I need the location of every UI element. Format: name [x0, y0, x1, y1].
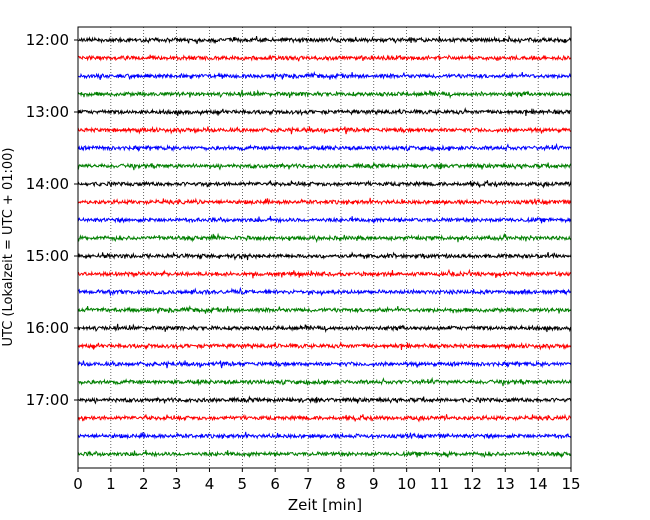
x-tick-label: 1: [106, 475, 116, 493]
trace-1300: [77, 107, 572, 117]
x-tick-label: 6: [270, 475, 280, 493]
trace-1700: [77, 395, 572, 405]
x-tick-label: 2: [139, 475, 149, 493]
y-tick-label: 13:00: [26, 103, 69, 121]
x-tick-label: 13: [496, 475, 515, 493]
trace-1215: [77, 54, 572, 62]
trace-1715: [77, 413, 572, 423]
trace-1515: [77, 268, 572, 279]
trace-1545: [77, 304, 572, 314]
x-tick-label: 8: [336, 475, 346, 493]
trace-1615: [77, 341, 572, 351]
x-tick-label: 15: [561, 475, 580, 493]
x-axis-label: Zeit [min]: [288, 496, 362, 514]
trace-1500: [77, 251, 572, 261]
trace-1245: [77, 89, 572, 99]
x-tick-label: 9: [369, 475, 379, 493]
x-axis-ticks: 0 1 2 3 4 5 6 7 8 9 10 11 12 13 14 15: [73, 468, 581, 493]
x-tick-label: 3: [172, 475, 182, 493]
trace-1415: [77, 197, 572, 206]
x-tick-label: 0: [73, 475, 83, 493]
trace-1600: [77, 323, 572, 333]
plot-area: [78, 27, 571, 468]
y-tick-label: 16:00: [26, 319, 69, 337]
x-tick-label: 12: [463, 475, 482, 493]
trace-1530: [77, 286, 572, 297]
trace-1200: [77, 34, 572, 45]
x-tick-label: 5: [238, 475, 248, 493]
x-tick-label: 14: [529, 475, 548, 493]
trace-1645: [77, 376, 572, 387]
trace-1430: [77, 215, 572, 225]
x-tick-label: 10: [397, 475, 416, 493]
trace-1315: [77, 125, 572, 135]
x-tick-label: 4: [205, 475, 215, 493]
y-tick-label: 17:00: [26, 391, 69, 409]
y-axis-ticks: 12:00 13:00 14:00 15:00 16:00 17:00: [26, 31, 78, 409]
y-tick-label: 12:00: [26, 31, 69, 49]
trace-1230: [77, 70, 572, 81]
seismic-traces: [77, 34, 572, 459]
trace-1345: [77, 161, 572, 171]
plot-frame: [77, 26, 572, 469]
trace-1730: [77, 431, 572, 440]
x-tick-label: 11: [430, 475, 449, 493]
trace-1330: [77, 142, 572, 153]
y-axis-label: UTC (Lokalzeit = UTC + 01:00): [1, 148, 16, 347]
trace-1400: [77, 179, 572, 189]
y-tick-label: 14:00: [26, 175, 69, 193]
x-tick-label: 7: [303, 475, 313, 493]
trace-1745: [77, 449, 572, 459]
y-tick-label: 15:00: [26, 247, 69, 265]
trace-1630: [77, 360, 572, 369]
trace-1445: [77, 232, 572, 244]
